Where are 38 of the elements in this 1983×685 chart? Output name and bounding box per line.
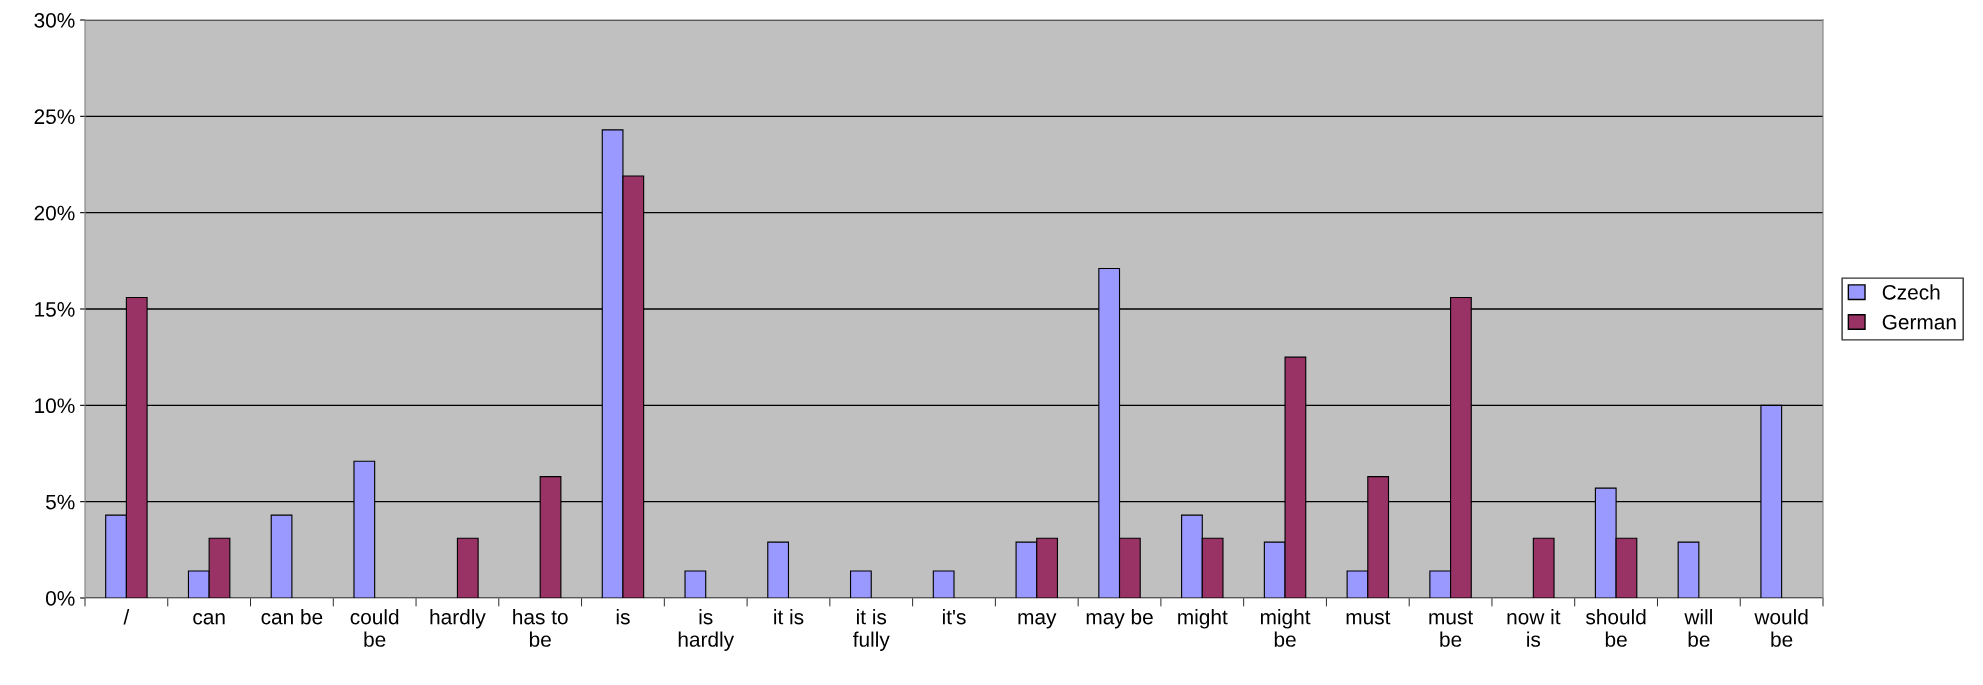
y-tick-label: 25%	[34, 109, 75, 125]
x-tick-label: must be	[1429, 610, 1473, 647]
bar	[684, 570, 707, 598]
y-tick-label: 5%	[46, 494, 75, 510]
x-tick-label: is hardly	[678, 609, 735, 651]
bar	[932, 570, 955, 598]
y-tick-label: 15%	[35, 302, 75, 317]
legend-label: German	[1882, 314, 1956, 330]
bar	[1677, 541, 1700, 598]
x-tick-label: now it is	[1507, 609, 1561, 647]
legend-label: Czech	[1882, 284, 1940, 300]
bar	[456, 537, 479, 598]
x-tick-label: /	[123, 609, 130, 625]
bar	[767, 541, 790, 598]
x-tick-label: is	[616, 609, 630, 625]
bar	[1532, 537, 1555, 598]
x-tick-label: hardly	[430, 609, 486, 629]
y-tick-label: 20%	[34, 205, 75, 221]
y-tick-label: 30%	[34, 13, 75, 28]
x-tick-label: has to be	[513, 609, 568, 647]
x-tick-label: must	[1346, 610, 1391, 625]
x-tick-label: it's	[942, 609, 966, 625]
x-tick-label: will be	[1684, 609, 1712, 647]
y-tick-label: 0%	[45, 591, 75, 606]
bar	[849, 570, 872, 598]
x-tick-label: might	[1178, 609, 1228, 629]
x-tick-label: would be	[1754, 609, 1808, 647]
x-tick-label: can be	[261, 609, 323, 625]
x-tick-label: might be	[1260, 609, 1311, 647]
x-tick-label: can	[193, 613, 225, 625]
x-tick-label: it is fully	[853, 609, 890, 651]
x-tick-label: should be	[1585, 609, 1646, 647]
y-tick-label: 10%	[35, 398, 75, 414]
x-tick-label: it is	[774, 609, 804, 625]
x-tick-label: could be	[350, 609, 399, 647]
x-tick-label: may be	[1086, 609, 1153, 629]
x-tick-label: may	[1018, 613, 1057, 629]
bar	[270, 514, 293, 598]
